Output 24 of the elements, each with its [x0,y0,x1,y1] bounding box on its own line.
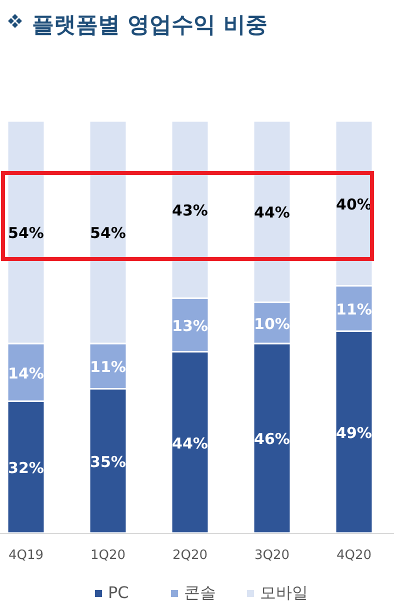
data-label: 35% [90,452,126,471]
legend-label: 모바일 [260,583,308,602]
data-label: 43% [172,202,208,220]
x-tick-label: 4Q20 [336,548,372,563]
x-tick-label: 1Q20 [90,548,126,563]
chart-title: 플랫폼별 영업수익 비중 [32,13,268,38]
data-label: 44% [254,204,290,222]
data-label: 10% [254,314,290,333]
data-label: 32% [8,459,44,478]
x-tick-label: 2Q20 [172,548,208,563]
data-label: 13% [172,316,208,335]
data-label: 54% [8,224,44,242]
legend-label: PC [108,583,129,602]
data-label: 49% [336,424,372,442]
data-label: 46% [254,430,290,448]
x-tick-label: 4Q19 [8,548,44,563]
legend-label: 콘솔 [184,583,216,602]
x-tick-label: 3Q20 [254,548,290,563]
data-label: 44% [172,434,208,452]
data-label: 11% [90,358,126,376]
data-label: 11% [336,300,372,318]
data-label: 54% [90,224,126,242]
data-label: 40% [336,195,372,214]
data-label: 14% [8,364,44,382]
